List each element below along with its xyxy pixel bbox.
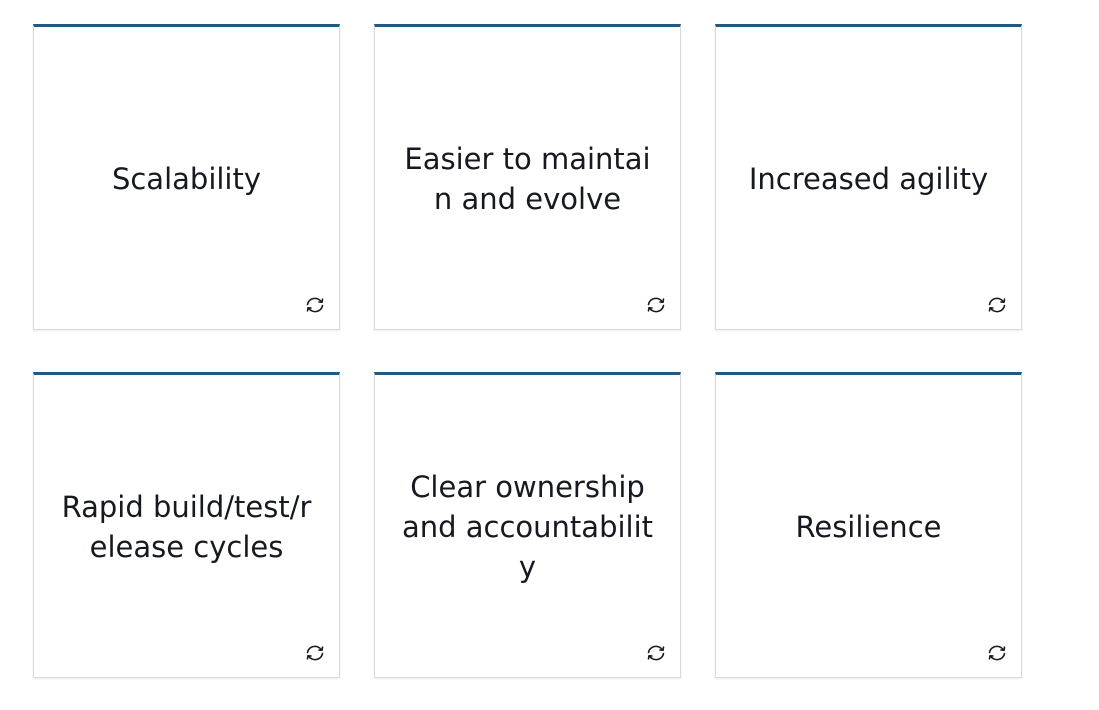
flip-icon[interactable] [644,641,668,665]
flip-card-increased-agility[interactable]: Increased agility [715,24,1022,330]
flip-card-maintain-evolve[interactable]: Easier to maintain and evolve [374,24,681,330]
flip-card-rapid-cycles[interactable]: Rapid build/test/release cycles [33,372,340,678]
flip-card-scalability[interactable]: Scalability [33,24,340,330]
flip-icon[interactable] [985,641,1009,665]
card-front-text: Scalability [111,162,262,196]
flip-icon[interactable] [303,293,327,317]
card-front-text: Increased agility [748,162,989,196]
flip-card-ownership[interactable]: Clear ownership and accountability [374,372,681,678]
card-front-text: Rapid build/test/release cycles [61,490,312,564]
flip-card-resilience[interactable]: Resilience [715,372,1022,678]
card-front-text: Resilience [795,510,942,544]
flip-icon[interactable] [644,293,668,317]
card-front-text: Easier to maintain and evolve [404,142,651,216]
card-front-text: Clear ownership and accountability [401,470,654,584]
flip-icon[interactable] [303,641,327,665]
flip-icon[interactable] [985,293,1009,317]
